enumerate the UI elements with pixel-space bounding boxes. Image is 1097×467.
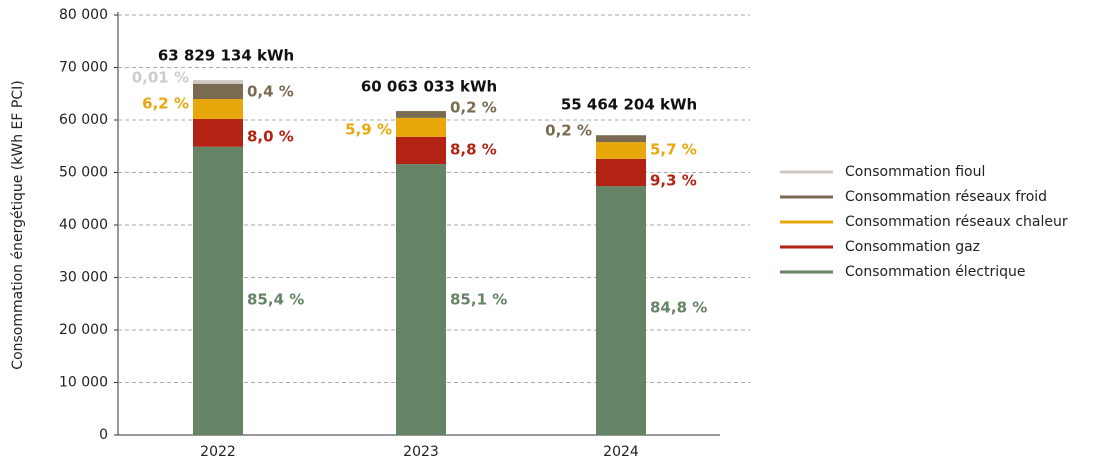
bar-segment (193, 118, 243, 147)
percent-label: 84,8 % (650, 299, 707, 317)
y-tick-label: 70 000 (59, 60, 108, 76)
x-tick-label: 2022 (200, 444, 236, 460)
percent-label: 9,3 % (650, 172, 697, 190)
y-tick-label: 80 000 (59, 7, 108, 23)
bar-segment (396, 136, 446, 165)
percent-label: 85,1 % (450, 291, 507, 309)
bar-segment (596, 142, 646, 159)
bar-segment (596, 186, 646, 435)
y-tick-label: 20 000 (59, 322, 108, 338)
percent-label: 0,2 % (450, 99, 497, 117)
bar-segment (193, 80, 243, 84)
percent-label: 0,01 % (132, 69, 189, 87)
legend-label: Consommation réseaux froid (845, 189, 1047, 205)
total-label: 60 063 033 kWh (361, 78, 497, 96)
bar-segment (596, 158, 646, 187)
legend-label: Consommation électrique (845, 264, 1026, 280)
percent-label: 5,9 % (345, 121, 392, 139)
bar-segment (396, 111, 446, 118)
y-axis-title: Consommation énergétique (kWh EF PCI) (10, 80, 26, 369)
percent-label: 6,2 % (142, 95, 189, 113)
x-tick-label: 2024 (603, 444, 639, 460)
total-label: 55 464 204 kWh (561, 96, 697, 114)
legend-label: Consommation réseaux chaleur (845, 214, 1068, 230)
percent-label: 85,4 % (247, 291, 304, 309)
bar-segment (396, 164, 446, 435)
bar-segment (193, 83, 243, 99)
y-tick-label: 30 000 (59, 270, 108, 286)
percent-label: 0,4 % (247, 83, 294, 101)
percent-label: 8,0 % (247, 128, 294, 146)
y-tick-label: 0 (99, 427, 108, 443)
percent-label: 5,7 % (650, 141, 697, 159)
percent-label: 0,2 % (545, 122, 592, 140)
y-tick-label: 40 000 (59, 217, 108, 233)
legend-label: Consommation gaz (845, 239, 980, 255)
bar-segment (596, 135, 646, 143)
y-tick-label: 50 000 (59, 165, 108, 181)
y-tick-label: 10 000 (59, 375, 108, 391)
bar-segment (396, 117, 446, 137)
legend-label: Consommation fioul (845, 164, 985, 180)
y-tick-label: 60 000 (59, 112, 108, 128)
x-tick-label: 2023 (403, 444, 439, 460)
total-label: 63 829 134 kWh (158, 47, 294, 65)
percent-label: 8,8 % (450, 141, 497, 159)
bar-segment (193, 146, 243, 435)
bar-segment (193, 99, 243, 119)
